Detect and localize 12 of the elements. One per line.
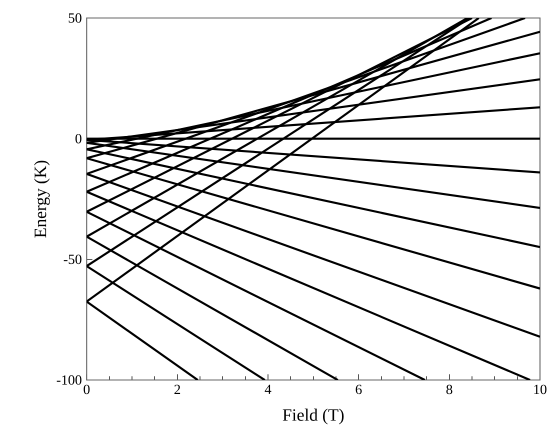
y-axis-title: Energy (K) <box>34 160 50 238</box>
y-tick-label: 50 <box>68 13 82 23</box>
y-tick-label: -100 <box>56 375 82 385</box>
y-tick-label: 0 <box>75 134 82 144</box>
x-tick-label: 8 <box>446 384 452 394</box>
y-tick-label: -50 <box>64 254 82 264</box>
x-tick-label: 10 <box>534 384 546 394</box>
x-axis-title: Field (T) <box>282 408 344 424</box>
x-tick-label: 2 <box>174 384 180 394</box>
x-tick-label: 0 <box>84 384 90 394</box>
x-tick-label: 4 <box>264 384 272 394</box>
x-tick-label: 6 <box>356 384 362 394</box>
